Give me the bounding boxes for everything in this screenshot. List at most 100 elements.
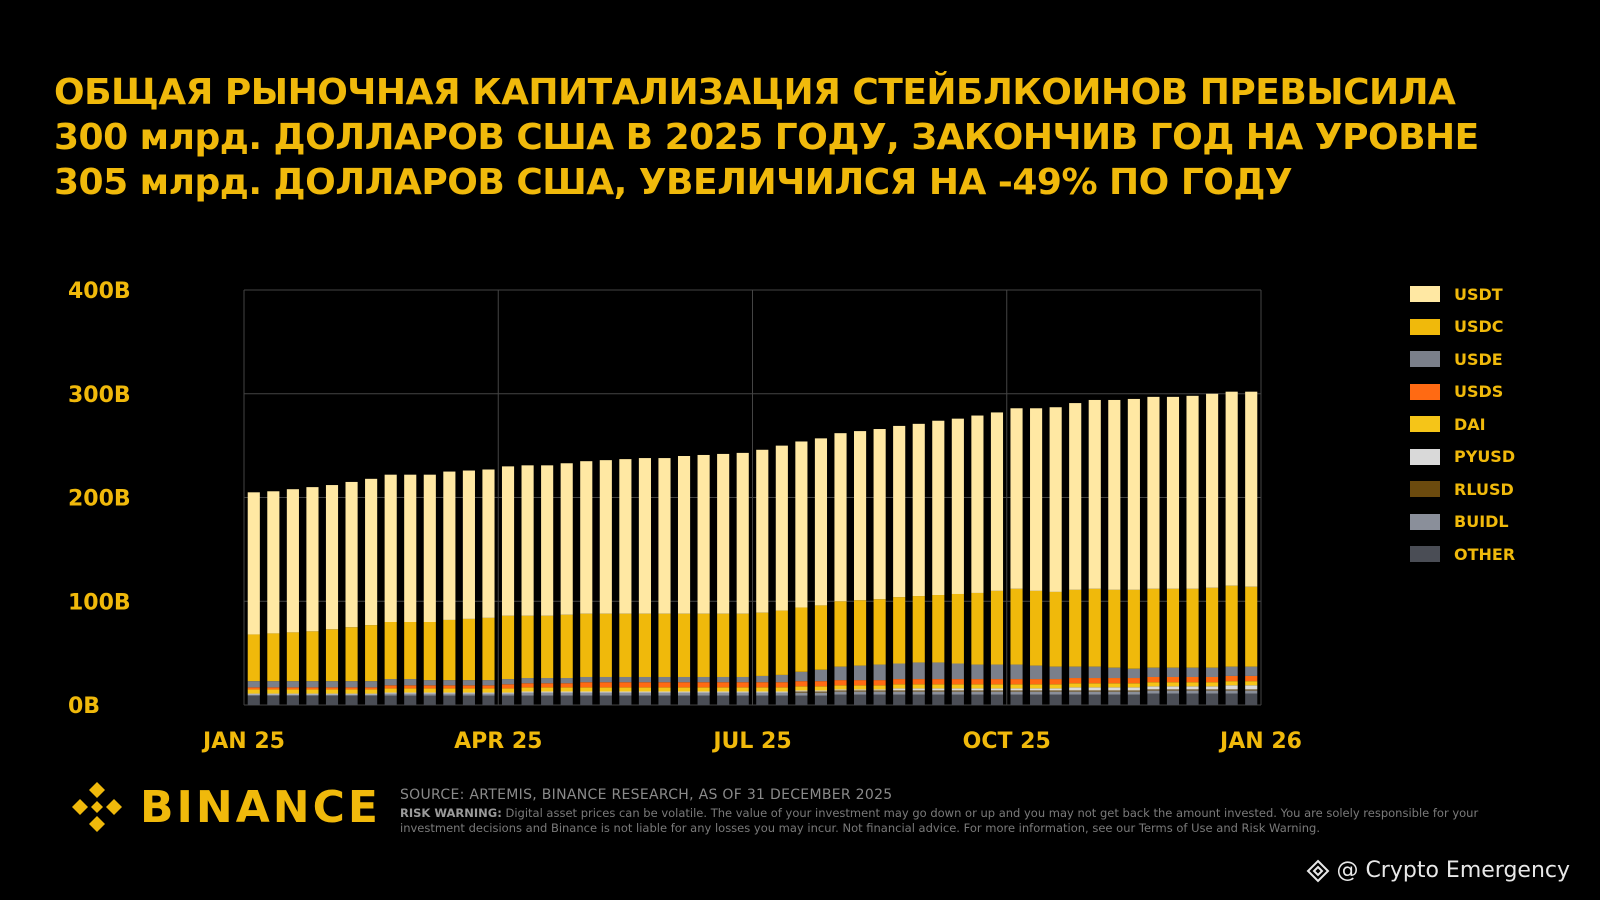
bar-usde-9: [423, 680, 436, 686]
bar-usdt-30: [834, 433, 847, 602]
legend-label-usds: USDS: [1454, 382, 1504, 402]
bar-usds-50: [1225, 675, 1238, 682]
bar-other-18: [599, 695, 612, 705]
bar-dai-34: [912, 684, 925, 689]
bar-usdc-51: [1245, 586, 1258, 667]
bar-buidl-35: [932, 691, 945, 695]
bar-usdc-33: [893, 597, 906, 664]
bar-other-39: [1010, 694, 1023, 705]
bar-usds-47: [1166, 676, 1180, 683]
bar-usdt-4: [325, 485, 339, 630]
bar-usde-25: [736, 676, 749, 683]
bar-usdt-3: [306, 487, 319, 632]
legend-label-usdt: USDT: [1454, 284, 1503, 304]
bar-usdt-49: [1206, 393, 1219, 588]
bar-usds-7: [384, 685, 397, 689]
bar-usde-15: [541, 678, 554, 684]
bar-usde-2: [286, 681, 299, 688]
binance-brand: BINANCE: [68, 778, 381, 836]
bar-dai-26: [756, 687, 769, 692]
bar-rlusd-31: [854, 690, 867, 692]
bar-usdc-31: [854, 600, 867, 666]
bar-usdc-39: [1010, 588, 1023, 665]
bar-usde-41: [1049, 666, 1062, 680]
bar-usdc-18: [599, 613, 612, 677]
bar-usde-8: [404, 679, 417, 686]
bar-buidl-5: [345, 694, 358, 696]
bar-pyusd-24: [717, 691, 730, 693]
bar-other-46: [1147, 693, 1160, 705]
legend-label-rlusd: RLUSD: [1454, 479, 1514, 499]
bar-usds-38: [990, 679, 1004, 685]
bar-other-20: [638, 695, 651, 705]
bar-usde-33: [893, 663, 906, 680]
bar-other-22: [677, 695, 691, 705]
bar-usds-11: [462, 685, 475, 689]
y-tick-label-0: 0B: [68, 694, 100, 719]
bar-other-32: [873, 694, 886, 705]
x-tick-label-3: OCT 25: [963, 729, 1051, 754]
bar-usdc-6: [365, 625, 378, 682]
legend-label-usde: USDE: [1454, 349, 1503, 369]
bar-usdc-38: [990, 590, 1004, 665]
bar-usds-3: [306, 687, 319, 690]
bar-usdc-5: [345, 627, 358, 682]
bar-usde-29: [814, 669, 828, 682]
bar-dai-47: [1166, 682, 1180, 687]
bar-usde-17: [580, 676, 593, 683]
bar-pyusd-11: [462, 692, 475, 694]
bar-rlusd-49: [1206, 689, 1219, 691]
bar-rlusd-39: [1010, 690, 1023, 692]
bar-other-49: [1206, 693, 1219, 705]
bar-dai-40: [1030, 684, 1043, 689]
bar-pyusd-27: [775, 691, 788, 693]
bar-usdc-9: [423, 622, 436, 681]
bar-usds-24: [717, 682, 730, 688]
bar-usds-9: [423, 685, 436, 689]
bar-other-45: [1127, 694, 1140, 705]
bar-usds-4: [325, 687, 339, 690]
bar-usdt-43: [1088, 399, 1101, 589]
bar-buidl-14: [521, 692, 534, 696]
bar-dai-23: [697, 687, 710, 692]
bar-dai-6: [365, 689, 378, 694]
legend-item-other: OTHER: [1410, 538, 1515, 571]
bar-pyusd-12: [482, 692, 495, 694]
bar-usds-32: [873, 680, 886, 686]
bar-usdc-11: [462, 618, 475, 681]
bar-buidl-22: [677, 692, 691, 696]
bar-other-6: [365, 695, 378, 705]
bar-pyusd-15: [541, 691, 554, 693]
legend-item-usdc: USDC: [1410, 311, 1515, 344]
bar-buidl-3: [306, 694, 319, 696]
bar-dai-19: [619, 687, 632, 692]
bar-usdt-7: [384, 474, 397, 622]
bar-buidl-48: [1186, 690, 1199, 694]
bar-pyusd-3: [306, 693, 319, 695]
bar-pyusd-7: [384, 692, 397, 694]
bar-usdc-36: [951, 593, 964, 664]
bar-other-21: [658, 695, 671, 705]
bar-other-34: [912, 694, 925, 705]
bar-pyusd-8: [404, 692, 417, 694]
bar-usdc-47: [1166, 588, 1180, 668]
bar-buidl-42: [1069, 691, 1082, 695]
bar-dai-20: [638, 687, 651, 692]
bar-usdc-34: [912, 596, 925, 663]
bar-pyusd-44: [1108, 687, 1121, 691]
bar-usds-15: [541, 683, 554, 688]
bar-usds-43: [1088, 678, 1101, 684]
bar-rlusd-48: [1186, 689, 1199, 691]
bar-usds-41: [1049, 679, 1062, 685]
bar-usde-11: [462, 680, 475, 686]
bar-usde-27: [775, 674, 788, 683]
bar-rlusd-51: [1245, 689, 1258, 691]
bar-dai-30: [834, 685, 847, 690]
bar-other-25: [736, 695, 749, 705]
bar-other-17: [580, 695, 593, 705]
bar-pyusd-16: [560, 691, 573, 693]
bar-usdc-48: [1186, 588, 1199, 668]
bar-usds-20: [638, 682, 651, 688]
bar-usds-49: [1206, 676, 1219, 683]
